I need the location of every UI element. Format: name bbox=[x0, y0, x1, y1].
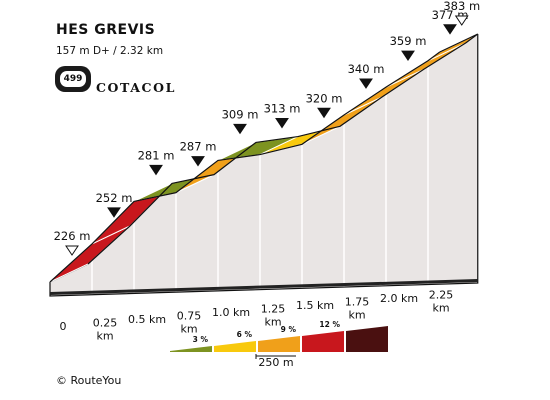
elevation-marker-icon bbox=[359, 78, 373, 89]
gradient-legend-swatch bbox=[214, 341, 256, 352]
cotacol-brand: COTACOL bbox=[96, 80, 176, 95]
elevation-label: 313 m bbox=[264, 102, 301, 116]
x-tick-label: 1.0 km bbox=[212, 306, 250, 319]
cotacol-badge: 499 bbox=[55, 66, 91, 92]
profile-outline-base bbox=[49, 33, 479, 297]
gradient-legend-swatch bbox=[302, 331, 344, 352]
climb-stats: 157 m D+ / 2.32 km bbox=[56, 45, 164, 57]
profile-edge-end bbox=[439, 33, 479, 53]
x-tick-label: 1.75 km bbox=[345, 296, 370, 322]
profile-base-scale-strip bbox=[50, 278, 478, 296]
x-tick-label: 1.25 km bbox=[261, 303, 286, 329]
elevation-marker-icon bbox=[443, 24, 457, 35]
elevation-marker-icon bbox=[317, 107, 331, 119]
x-tick-label: 0 bbox=[60, 320, 67, 333]
elevation-label: 359 m bbox=[390, 34, 427, 48]
elevation-label: 252 m bbox=[96, 191, 133, 205]
gradient-legend-swatch bbox=[170, 346, 212, 352]
elevation-marker-icon bbox=[107, 207, 121, 218]
x-tick-label: 0.25 km bbox=[93, 317, 118, 343]
elevation-label: 340 m bbox=[348, 62, 385, 76]
gradient-legend-label: 12 % bbox=[319, 320, 340, 329]
elevation-marker-icon bbox=[454, 15, 469, 26]
elevation-label: 383 m bbox=[443, 0, 480, 13]
x-tick-label: 0.5 km bbox=[128, 313, 166, 326]
x-tick-label: 2.0 km bbox=[380, 292, 418, 305]
elevation-label: 281 m bbox=[138, 148, 175, 162]
elevation-marker-icon bbox=[233, 123, 247, 135]
elevation-label: 320 m bbox=[306, 91, 343, 105]
elevation-marker-icon bbox=[275, 118, 289, 129]
gradient-legend-label: 9 % bbox=[281, 325, 297, 334]
gradient-legend-label: 6 % bbox=[237, 330, 253, 339]
x-tick-label: 2.25 km bbox=[429, 289, 454, 315]
cotacol-number: 499 bbox=[60, 71, 86, 87]
gradient-legend-swatch bbox=[258, 336, 300, 352]
elevation-label: 287 m bbox=[180, 140, 217, 154]
elevation-label: 226 m bbox=[54, 229, 91, 243]
elevation-marker-icon bbox=[401, 50, 415, 62]
profile-front-edge bbox=[49, 51, 441, 283]
climb-title: HES GREVIS bbox=[56, 22, 156, 38]
elevation-label: 309 m bbox=[222, 107, 259, 121]
x-tick-label: 1.5 km bbox=[296, 299, 334, 312]
elevation-marker-icon bbox=[149, 164, 163, 176]
elevation-marker-icon bbox=[65, 245, 79, 256]
copyright-notice: © RouteYou bbox=[56, 374, 122, 387]
gradient-legend-label: 3 % bbox=[193, 335, 209, 344]
elevation-marker-icon bbox=[191, 156, 205, 167]
gradient-legend-swatch bbox=[346, 326, 388, 352]
scale-bar-label: 250 m bbox=[258, 356, 293, 369]
profile-back-edge bbox=[87, 33, 479, 265]
x-tick-label: 0.75 km bbox=[177, 310, 202, 336]
